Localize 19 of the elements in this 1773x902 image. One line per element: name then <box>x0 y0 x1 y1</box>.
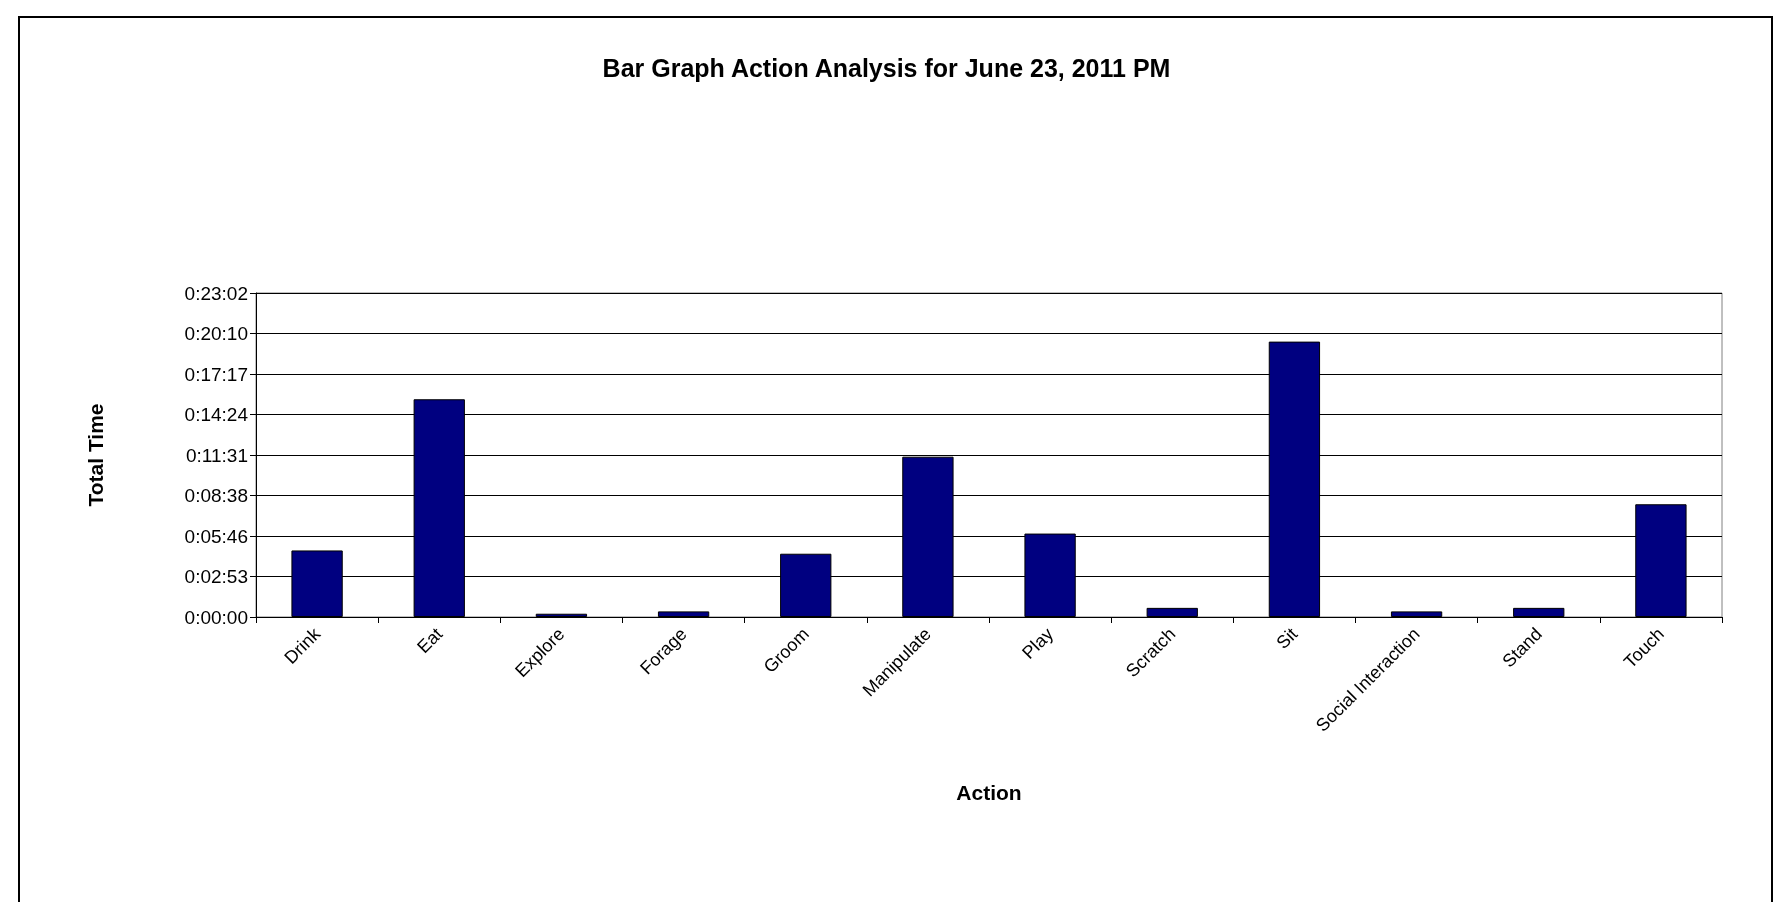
x-tick-label: Sit <box>1272 623 1302 653</box>
y-tick-label: 0:17:17 <box>184 363 248 385</box>
bar <box>535 613 588 617</box>
bar <box>657 611 710 617</box>
bar <box>1513 607 1565 617</box>
y-tick-label: 0:02:53 <box>184 566 248 587</box>
bar <box>1390 611 1443 617</box>
bar <box>1146 607 1198 617</box>
x-axis-title: Action <box>956 781 1022 804</box>
y-tick-label: 0:23:02 <box>184 282 248 304</box>
y-tick-label: 0:05:46 <box>184 525 248 547</box>
x-tick-label: Eat <box>413 623 447 658</box>
y-tick-label: 0:08:38 <box>184 485 248 506</box>
chart-title: Bar Graph Action Analysis for June 23, 2011 PM <box>602 53 1171 82</box>
y-axis-title: Total Time <box>84 403 107 507</box>
y-tick-label: 0:11:31 <box>186 444 248 466</box>
y-tick-label: 0:20:10 <box>184 323 248 344</box>
y-tick-label: 0:14:24 <box>184 404 249 425</box>
y-tick-label: 0:00:00 <box>184 606 248 628</box>
